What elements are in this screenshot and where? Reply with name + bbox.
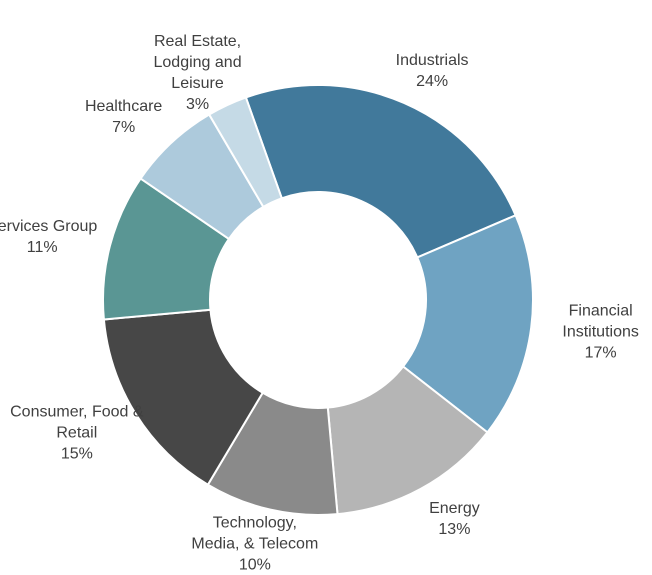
- value-label: 11%: [26, 238, 58, 256]
- value-label: 24%: [416, 72, 449, 90]
- slice-label: Financial Institutions 17%: [533, 301, 652, 364]
- slice-label: Services Group 11%: [0, 216, 110, 258]
- slice-label: Technology, Media, & Telecom 10%: [187, 512, 323, 575]
- slice-label: Consumer, Food & Retail 15%: [9, 402, 145, 465]
- value-label: 7%: [112, 119, 136, 137]
- slice: [102, 308, 265, 487]
- category-label: Energy: [429, 500, 480, 518]
- value-label: 15%: [60, 445, 93, 463]
- value-label: 10%: [238, 556, 271, 574]
- value-label: 17%: [584, 344, 617, 362]
- slice: [401, 213, 534, 434]
- value-label: 13%: [438, 521, 471, 539]
- category-label: Industrials: [395, 51, 469, 69]
- category-label: Healthcare: [84, 98, 163, 116]
- slice-label: Industrials 24%: [364, 50, 500, 92]
- category-label: Services Group: [0, 217, 98, 235]
- value-label: 3%: [185, 96, 210, 114]
- slice: [244, 84, 517, 259]
- category-label: Real Estate, Lodging and Leisure: [153, 33, 242, 93]
- slice-label: Energy 13%: [386, 498, 522, 540]
- slice-label: Healthcare 7%: [56, 96, 192, 138]
- category-label: Financial Institutions: [562, 302, 639, 341]
- category-label: Technology, Media, & Telecom: [191, 514, 319, 553]
- slice-label: Real Estate, Lodging and Leisure 3%: [130, 31, 266, 115]
- category-label: Consumer, Food & Retail: [10, 403, 144, 442]
- slice: [207, 96, 284, 209]
